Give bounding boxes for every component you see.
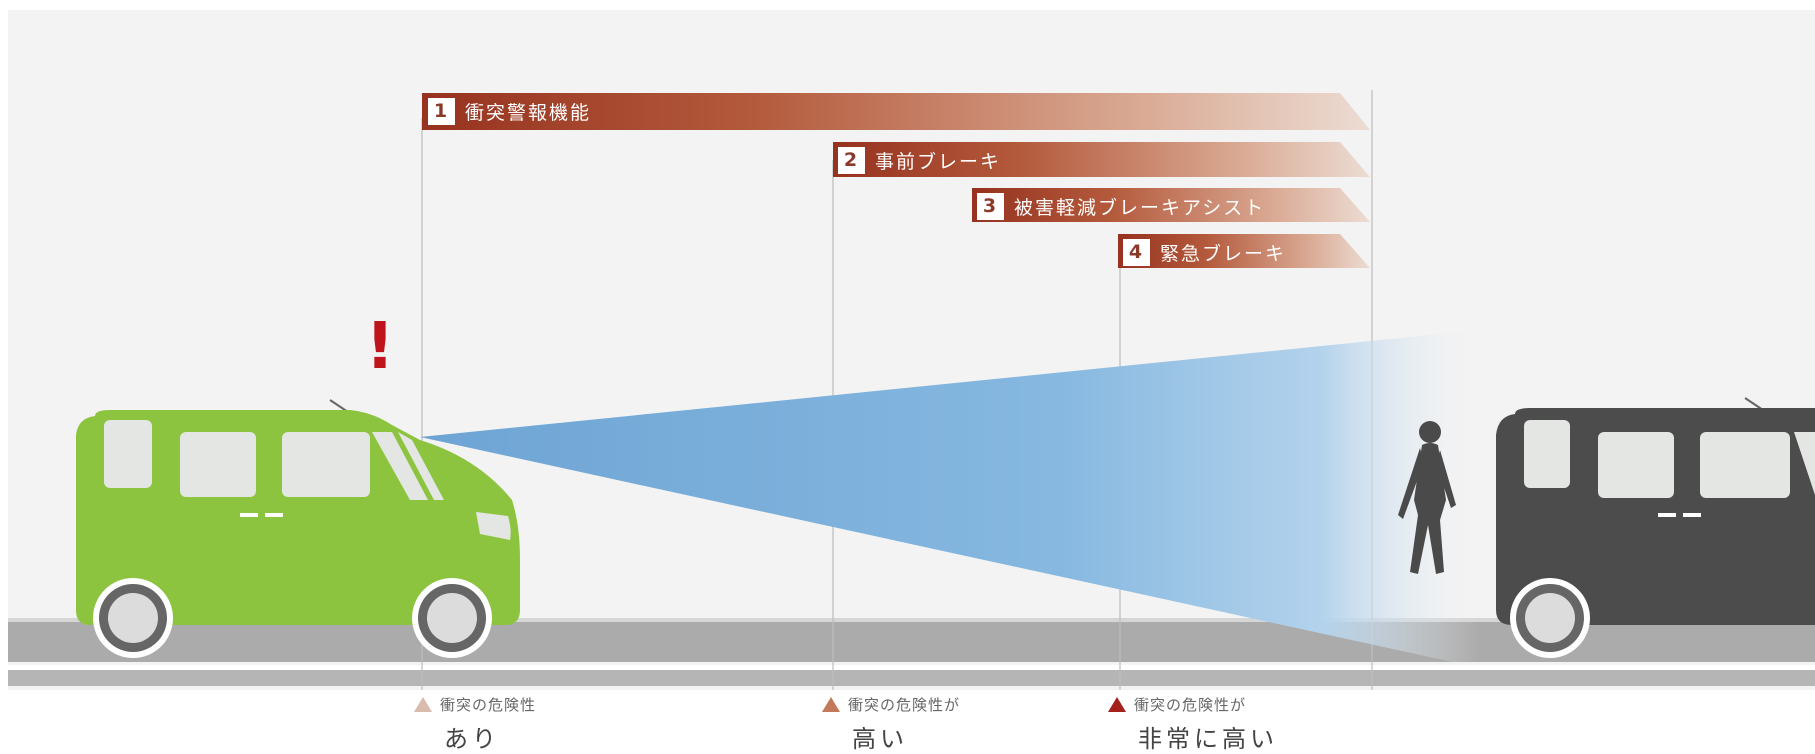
band-4-number: 4 (1123, 238, 1150, 266)
car-ahead (1496, 397, 1815, 658)
band-3-label: 3 被害軽減ブレーキアシスト (977, 188, 1265, 224)
band-1-label: 1 衝突警報機能 (428, 93, 591, 129)
band-1-text: 衝突警報機能 (465, 101, 592, 124)
risk-triangle-icon (414, 697, 432, 712)
risk-level-3: 衝突の危険性が 非常に高い (1108, 694, 1278, 754)
road-line (8, 665, 1815, 670)
risk-level-2-line1: 衝突の危険性が (848, 696, 961, 714)
band-4-label: 4 緊急ブレーキ (1123, 234, 1286, 270)
risk-triangle-icon (822, 697, 840, 712)
risk-level-2: 衝突の危険性が 高い (822, 694, 960, 754)
risk-triangle-icon (1108, 697, 1126, 712)
band-1-shape (422, 93, 1370, 130)
band-4-shape (1118, 234, 1370, 268)
own-car (76, 399, 520, 658)
band-3-shape (972, 188, 1370, 222)
risk-level-1-line2: あり (444, 725, 500, 753)
sensor-beam (420, 330, 1480, 668)
road-curb (8, 670, 1815, 686)
pedestrian-icon (1398, 421, 1456, 574)
band-2-number: 2 (838, 146, 865, 174)
risk-level-3-line2: 非常に高い (1138, 725, 1278, 753)
band-3-text: 被害軽減ブレーキアシスト (1014, 196, 1266, 219)
band-3-number: 3 (977, 192, 1004, 220)
band-1-number: 1 (428, 97, 455, 125)
risk-level-1-line1: 衝突の危険性 (440, 696, 537, 714)
band-2-shape (833, 142, 1370, 177)
risk-level-2-line2: 高い (852, 725, 908, 753)
risk-level-1: 衝突の危険性 あり (414, 694, 536, 754)
band-2-text: 事前ブレーキ (875, 150, 1002, 173)
risk-level-3-line1: 衝突の危険性が (1134, 696, 1247, 714)
band-2-label: 2 事前ブレーキ (838, 142, 1001, 178)
road-edge-top (8, 618, 1815, 622)
band-4-text: 緊急ブレーキ (1160, 242, 1287, 265)
warning-icon: ! (365, 310, 395, 384)
